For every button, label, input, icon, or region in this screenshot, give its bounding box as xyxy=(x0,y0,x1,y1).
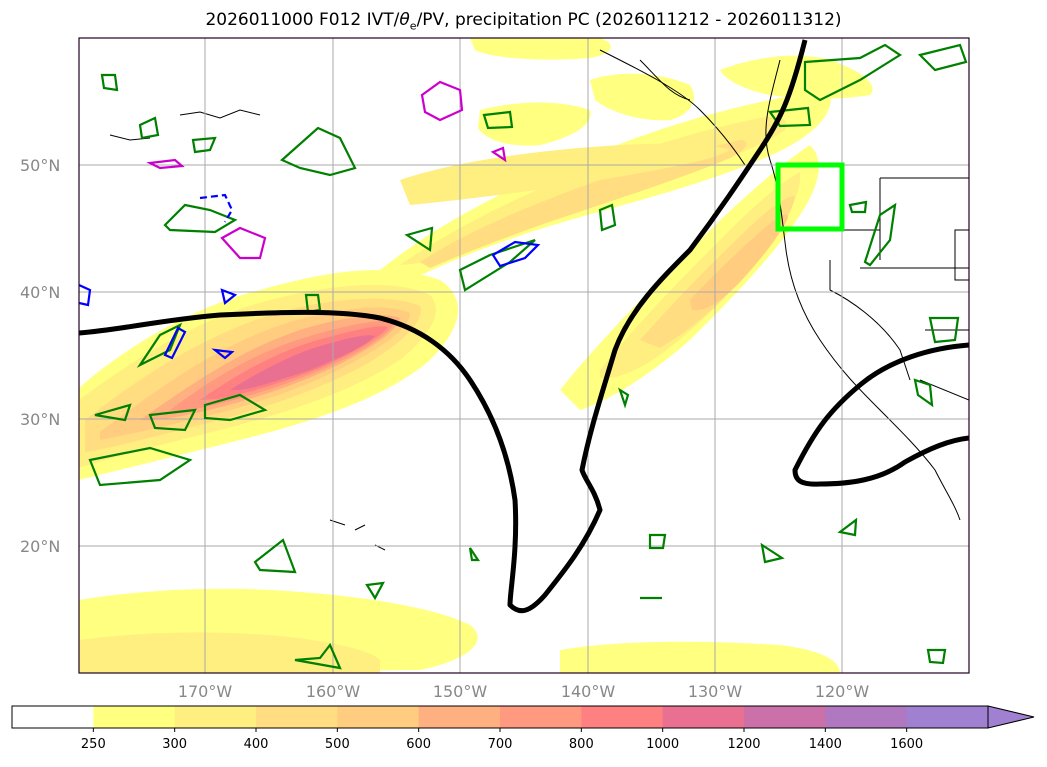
colorbar-tick-label: 250 xyxy=(81,737,106,752)
colorbar-tick-label: 300 xyxy=(162,737,187,752)
colorbar-swatch xyxy=(418,706,501,728)
colorbar-swatch xyxy=(12,706,94,728)
colorbar-tick-label: 800 xyxy=(569,737,594,752)
longitude-labels: 170°W 160°W 150°W 140°W 130°W 120°W xyxy=(178,682,870,701)
lat-label-50: 50°N xyxy=(20,156,60,175)
colorbar-tick-label: 1200 xyxy=(727,737,760,752)
colorbar-swatch xyxy=(500,706,582,728)
colorbar-tick-label: 1000 xyxy=(646,737,679,752)
colorbar-tick-label: 700 xyxy=(488,737,513,752)
colorbar-tick-label: 1600 xyxy=(890,737,923,752)
pv-contours xyxy=(79,39,969,614)
map-plot-area xyxy=(79,38,969,673)
lat-label-40: 40°N xyxy=(20,283,60,302)
latitude-labels: 50°N 40°N 30°N 20°N xyxy=(20,156,60,556)
colorbar: 250 300 400 500 600 700 800 1000 1200 1400 1600 xyxy=(11,705,1035,752)
map-title: 2026011000 F012 IVT/θe/PV, precipitation… xyxy=(205,10,842,33)
precipitation-contours xyxy=(88,43,968,670)
colorbar-swatch xyxy=(337,706,420,728)
ivt-filled-contours xyxy=(79,38,873,673)
colorbar-swatch xyxy=(906,706,989,728)
theta-magenta-contours xyxy=(146,80,507,260)
colorbar-swatch xyxy=(825,706,908,728)
colorbar-tick-label: 1400 xyxy=(809,737,842,752)
lon-label-140: 140°W xyxy=(561,682,616,701)
lon-label-130: 130°W xyxy=(688,682,743,701)
lon-label-150: 150°W xyxy=(433,682,488,701)
lon-label-170: 170°W xyxy=(178,682,233,701)
colorbar-swatch xyxy=(581,706,664,728)
lat-label-30: 30°N xyxy=(20,410,60,429)
colorbar-swatch xyxy=(744,706,826,728)
theta-blue-contours xyxy=(79,193,541,360)
lon-label-120: 120°W xyxy=(815,682,870,701)
lat-label-20: 20°N xyxy=(20,537,60,556)
colorbar-swatch xyxy=(93,706,176,728)
lon-label-160: 160°W xyxy=(306,682,361,701)
colorbar-tick-label: 500 xyxy=(325,737,350,752)
focus-region-box xyxy=(775,162,845,232)
colorbar-tick-label: 600 xyxy=(406,737,431,752)
map-frame xyxy=(78,37,970,674)
colorbar-swatch xyxy=(256,706,338,728)
colorbar-extend-arrow xyxy=(987,705,1035,729)
colorbar-tick-label: 400 xyxy=(244,737,269,752)
colorbar-swatch xyxy=(662,706,745,728)
colorbar-swatch xyxy=(174,706,257,728)
